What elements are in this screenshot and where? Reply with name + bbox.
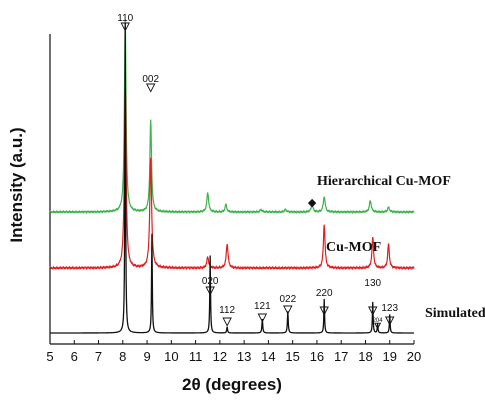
- x-tick-label: 19: [382, 349, 396, 364]
- peak-marker-triangle: [120, 22, 130, 32]
- peak-label-220: 220: [316, 288, 333, 299]
- peak-marker-triangle: [368, 306, 378, 316]
- peak-label-121: 121: [254, 301, 271, 312]
- x-tick-label: 5: [46, 349, 53, 364]
- peak-marker-triangle: [384, 316, 395, 326]
- peak-label-204: 204: [373, 318, 384, 324]
- peak-marker-triangle: [374, 322, 382, 330]
- peak-marker-triangle: [319, 306, 329, 316]
- x-tick-label: 15: [285, 349, 299, 364]
- series-line-0: [49, 19, 415, 215]
- x-tick-label: 9: [143, 349, 150, 364]
- peak-marker-triangle: [222, 317, 232, 327]
- peak-marker-triangle: [283, 305, 293, 315]
- x-tick-label: 8: [119, 349, 126, 364]
- peak-label-130: 130: [364, 278, 381, 289]
- x-axis-title: 2θ (degrees): [182, 375, 282, 394]
- x-tick-label: 10: [164, 349, 178, 364]
- peak-marker-triangle: [145, 83, 156, 93]
- series-label: Simulated: [425, 306, 485, 321]
- peak-label-123: 123: [381, 303, 398, 314]
- x-tick-label: 6: [71, 349, 78, 364]
- axes: 5 6 7 8 9 10 11 12 13 14 15 16 17 18 19 20: [46, 34, 421, 364]
- diamond-marker: ◆: [308, 196, 317, 209]
- peak-label-022: 022: [279, 294, 296, 305]
- annotations: Hierarchical Cu-MOF Cu-MOF Simulated 110 002…: [117, 13, 485, 330]
- series-line-1: [49, 80, 415, 271]
- x-tick-label: 11: [189, 349, 203, 364]
- series-line-2: [50, 22, 414, 334]
- series-label: Cu-MOF: [326, 240, 381, 255]
- traces: [49, 19, 415, 334]
- x-tick-label: 17: [334, 349, 348, 364]
- series-label: Hierarchical Cu-MOF: [317, 174, 451, 189]
- x-tick-label: 13: [237, 349, 251, 364]
- x-tick-label: 12: [213, 349, 227, 364]
- x-tick-label: 20: [407, 349, 421, 364]
- x-tick-label: 16: [310, 349, 324, 364]
- y-axis-title: Intensity (a.u.): [7, 127, 26, 242]
- x-tick-label: 7: [95, 349, 102, 364]
- peak-label-002: 002: [142, 74, 159, 85]
- peak-label-020: 020: [202, 276, 219, 287]
- x-tick-label: 18: [358, 349, 372, 364]
- peak-marker-triangle: [257, 313, 268, 323]
- peak-label-112: 112: [219, 305, 235, 316]
- x-tick-label: 14: [261, 349, 275, 364]
- peak-label-110: 110: [117, 13, 133, 24]
- peak-marker-triangle: [205, 286, 215, 296]
